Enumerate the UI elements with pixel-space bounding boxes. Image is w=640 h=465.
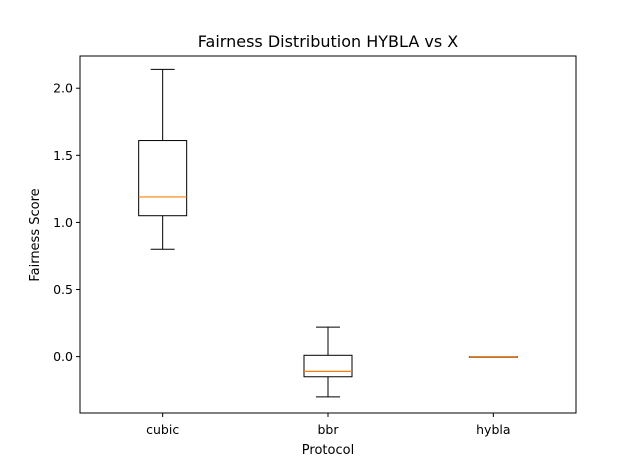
box-body xyxy=(303,354,353,378)
x-tick-label: cubic xyxy=(146,422,179,437)
box-body xyxy=(138,140,188,217)
y-axis-label: Fairness Score xyxy=(28,188,43,281)
y-axis: 0.0 0.5 1.0 1.5 2.0 xyxy=(53,81,80,364)
plot-area-frame xyxy=(79,55,577,414)
y-tick-label: 1.0 xyxy=(53,215,73,230)
x-axis: cubic bbr hybla xyxy=(146,413,511,437)
box-hybla xyxy=(468,356,518,358)
chart-title: Fairness Distribution HYBLA vs X xyxy=(198,32,458,51)
y-tick-label: 1.5 xyxy=(53,148,73,163)
y-tick-label: 2.0 xyxy=(53,81,73,96)
x-axis-label: Protocol xyxy=(302,443,354,458)
y-tick-label: 0.5 xyxy=(53,282,73,297)
box-bbr xyxy=(303,326,353,398)
box-series xyxy=(138,68,518,398)
y-tick-label: 0.0 xyxy=(53,349,73,364)
x-tick-label: hybla xyxy=(476,422,510,437)
box-cubic xyxy=(138,68,188,250)
x-tick-label: bbr xyxy=(317,422,339,437)
